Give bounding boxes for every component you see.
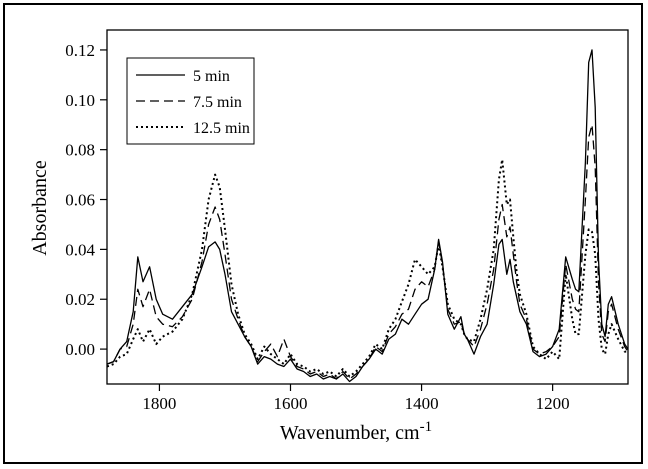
x-axis-title-superscript: -1	[420, 419, 433, 435]
series-layer	[106, 49, 629, 383]
y-tick-label-0-06: 0.06	[65, 191, 95, 210]
x-tick-label-1600: 1600	[273, 394, 307, 413]
y-tick-label-0-10: 0.10	[65, 91, 95, 110]
x-axis-title: Wavenumber, cm-1	[280, 419, 432, 444]
y-tick-label-0-12: 0.12	[65, 41, 95, 60]
legend-label-12-5-min: 12.5 min	[193, 120, 250, 137]
plot-area	[106, 29, 629, 385]
y-tick-label-0-08: 0.08	[65, 141, 95, 160]
x-axis-title-main: Wavenumber, cm	[280, 422, 420, 444]
legend-box	[126, 57, 255, 145]
x-tick-label-1200: 1200	[536, 394, 570, 413]
series-line-7-5-min	[106, 124, 629, 380]
figure-frame	[3, 3, 643, 464]
y-tick-label-0-02: 0.02	[65, 290, 95, 309]
legend-label-5-min: 5 min	[193, 68, 230, 85]
legend: 5 min 7.5 min 12.5 min	[126, 57, 255, 145]
series-line-5-min	[106, 49, 629, 383]
x-tick-label-1800: 1800	[142, 394, 176, 413]
x-tick-label-1400: 1400	[405, 394, 439, 413]
legend-label-7-5-min: 7.5 min	[193, 94, 242, 111]
y-tick-label-0-00: 0.00	[65, 340, 95, 359]
y-tick-label-0-04: 0.04	[65, 240, 95, 259]
y-axis-title: Absorbance	[29, 160, 51, 256]
series-line-12-5-min	[106, 158, 628, 378]
ticks-layer: 1800 1600 1400 1200 0.00 0.02 0.04 0.06 0.08 0.10…	[65, 41, 569, 413]
